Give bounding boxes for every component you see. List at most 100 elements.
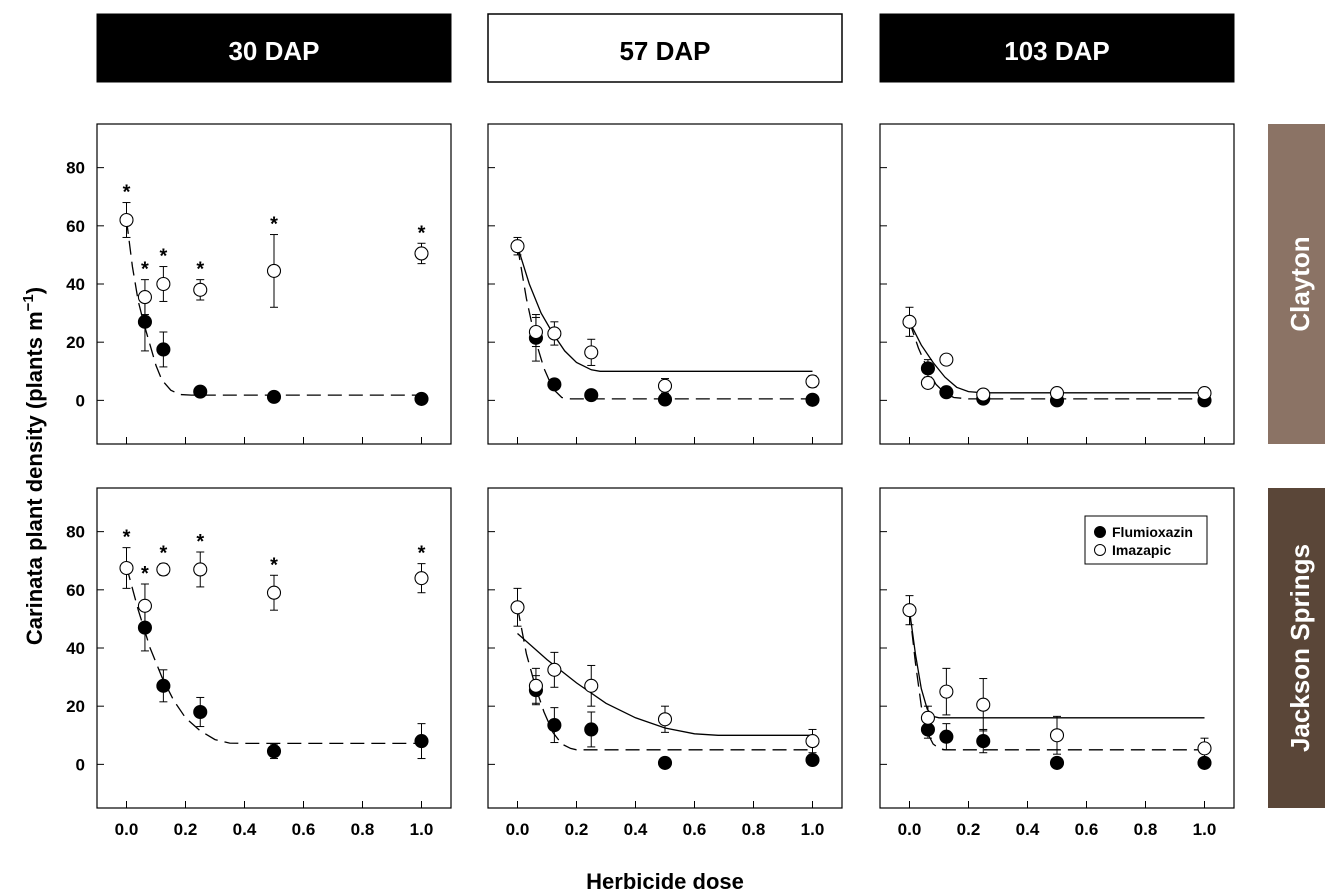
- x-tick-label: 0.6: [683, 820, 707, 839]
- point-imazapic: [266, 585, 282, 600]
- point-imazapic: [414, 246, 429, 261]
- point-imazapic: [266, 263, 282, 278]
- fit-curve-flumioxazin: [125, 566, 422, 745]
- x-tick-label: 0.0: [506, 820, 530, 839]
- panel: 0 20 40 60 80 0.0 0.2 0.4 0.6 0.8 1.0 * * * * * *: [66, 487, 452, 839]
- point-flumioxazin: [193, 384, 208, 399]
- fit-curve-flumioxazin: [125, 219, 422, 396]
- y-tick-label: 20: [66, 697, 85, 716]
- point-flumioxazin: [547, 377, 562, 392]
- row-header-label: Jackson Springs: [1285, 544, 1315, 752]
- point-imazapic: [920, 710, 935, 725]
- x-tick-label: 0.0: [115, 820, 139, 839]
- point-flumioxazin: [805, 752, 820, 768]
- y-tick-label: 80: [66, 159, 85, 178]
- panel: 0.0 0.2 0.4 0.6 0.8 1.0: [487, 487, 843, 839]
- point-flumioxazin: [657, 755, 673, 770]
- significance-star: *: [159, 543, 167, 565]
- y-tick-label: 60: [66, 581, 85, 600]
- point-imazapic: [137, 290, 152, 305]
- panels: 0 20 40 60 80 * * * * * * 0 20 40 60 80 0.0 0.2 0.4 0.6 0.8 1…: [66, 123, 1235, 839]
- column-header-label: 103 DAP: [1004, 36, 1110, 66]
- x-tick-label: 0.6: [292, 820, 316, 839]
- x-tick-label: 0.8: [351, 820, 375, 839]
- panel: [879, 123, 1235, 445]
- x-tick-label: 0.4: [624, 820, 648, 839]
- point-imazapic: [119, 212, 134, 228]
- y-tick-label: 60: [66, 217, 85, 236]
- fit-curve-flumioxazin: [516, 246, 813, 400]
- point-flumioxazin: [156, 678, 171, 693]
- x-tick-label: 0.2: [565, 820, 589, 839]
- point-flumioxazin: [414, 734, 429, 749]
- legend-label-flumioxazin: Flumioxazin: [1112, 524, 1193, 540]
- point-flumioxazin: [920, 361, 935, 376]
- legend-marker-imazapic: [1094, 544, 1106, 556]
- point-imazapic: [193, 282, 208, 297]
- panel: [487, 123, 843, 445]
- significance-star: *: [418, 543, 426, 565]
- x-tick-label: 1.0: [801, 820, 825, 839]
- point-imazapic: [939, 352, 954, 367]
- point-imazapic: [156, 562, 171, 577]
- point-imazapic: [1049, 386, 1065, 401]
- point-imazapic: [584, 678, 599, 693]
- legend: Flumioxazin Imazapic: [1084, 515, 1208, 565]
- point-imazapic: [547, 662, 562, 677]
- x-tick-label: 0.0: [898, 820, 922, 839]
- point-imazapic: [1197, 386, 1212, 401]
- y-tick-label: 0: [76, 755, 85, 774]
- point-flumioxazin: [193, 704, 208, 720]
- point-imazapic: [976, 697, 991, 712]
- fit-curve-imazapic: [516, 246, 813, 372]
- significance-star: *: [270, 214, 278, 236]
- panel: 0.0 0.2 0.4 0.6 0.8 1.0: [879, 487, 1235, 839]
- y-tick-label: 80: [66, 523, 85, 542]
- significance-star: *: [141, 259, 149, 281]
- point-imazapic: [156, 276, 171, 292]
- x-tick-label: 1.0: [1193, 820, 1217, 839]
- point-flumioxazin: [266, 744, 282, 759]
- point-imazapic: [119, 560, 134, 576]
- y-axis-title: Carinata plant density (plants m−1): [20, 287, 47, 645]
- point-imazapic: [1049, 728, 1065, 743]
- x-tick-label: 0.2: [957, 820, 981, 839]
- x-axis-title: Herbicide dose: [586, 869, 744, 894]
- significance-star: *: [123, 182, 131, 204]
- point-imazapic: [920, 375, 935, 390]
- point-flumioxazin: [266, 389, 282, 404]
- legend-label-imazapic: Imazapic: [1112, 542, 1171, 558]
- point-flumioxazin: [156, 342, 171, 357]
- column-header-30-dap: 30 DAP: [96, 13, 452, 83]
- point-flumioxazin: [805, 392, 820, 407]
- y-tick-label: 40: [66, 275, 85, 294]
- point-imazapic: [805, 374, 820, 389]
- significance-star: *: [141, 563, 149, 585]
- point-imazapic: [510, 600, 525, 615]
- fit-curve-imazapic: [908, 321, 1205, 394]
- significance-star: *: [196, 259, 204, 281]
- point-flumioxazin: [584, 388, 599, 403]
- point-imazapic: [584, 345, 599, 360]
- point-flumioxazin: [939, 385, 954, 400]
- point-imazapic: [976, 387, 991, 402]
- point-imazapic: [510, 239, 525, 254]
- panel: 0 20 40 60 80 * * * * * *: [66, 123, 452, 445]
- point-imazapic: [193, 562, 208, 577]
- point-imazapic: [528, 678, 543, 693]
- point-imazapic: [547, 326, 562, 341]
- legend-marker-flumioxazin: [1094, 526, 1106, 538]
- point-flumioxazin: [976, 734, 991, 749]
- column-header-label: 30 DAP: [228, 36, 319, 66]
- significance-star: *: [196, 531, 204, 553]
- point-imazapic: [137, 598, 152, 613]
- significance-star: *: [418, 222, 426, 244]
- row-header-clayton: Clayton: [1268, 124, 1325, 444]
- x-tick-label: 0.8: [742, 820, 766, 839]
- point-imazapic: [902, 314, 917, 329]
- column-header-label: 57 DAP: [619, 36, 710, 66]
- x-tick-label: 0.6: [1075, 820, 1099, 839]
- point-flumioxazin: [137, 314, 152, 329]
- point-flumioxazin: [414, 391, 429, 406]
